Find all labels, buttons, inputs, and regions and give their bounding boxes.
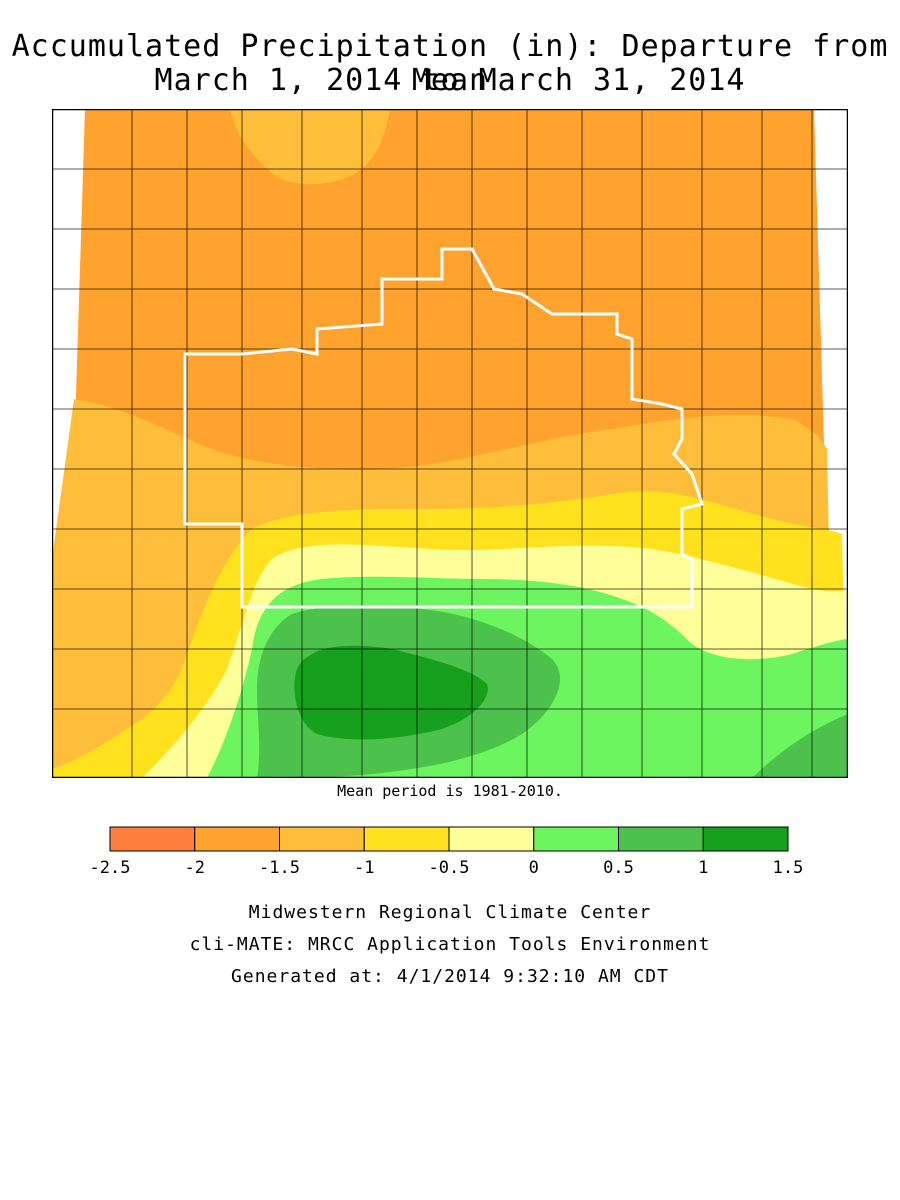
- legend-swatch: [533, 826, 619, 852]
- county-lines: [52, 109, 848, 778]
- band-0.5-to-1-southeast: [752, 714, 848, 778]
- map-title-line2: March 1, 2014 to March 31, 2014: [154, 63, 746, 98]
- legend-tick-label: -2: [185, 858, 205, 878]
- legend-swatch: [618, 826, 704, 852]
- state-outline: [183, 247, 704, 609]
- legend-tick-label: 1.5: [773, 858, 804, 878]
- legend-swatch: [279, 826, 365, 852]
- precipitation-departure-map: [52, 109, 848, 778]
- legend-tick-label: 0: [529, 858, 539, 878]
- band-1-to-1.5: [294, 645, 488, 740]
- legend-swatch: [702, 826, 789, 852]
- legend-tick-label: 0.5: [603, 858, 634, 878]
- map-frame: [52, 109, 848, 778]
- legend-tick-label: -1.5: [259, 858, 300, 878]
- legend-swatch: [194, 826, 280, 852]
- map-title-line1: Accumulated Precipitation (in): Departur…: [11, 29, 889, 98]
- mean-period-note: Mean period is 1981-2010.: [337, 782, 563, 800]
- legend-tick-label: -1: [354, 858, 374, 878]
- color-legend: -2.5 -2 -1.5 -1 -0.5 0 0.5 1 1.5: [90, 826, 804, 878]
- legend-tick-label: -2.5: [90, 858, 131, 878]
- credit-climate-tool: cli-MATE: MRCC Application Tools Environ…: [189, 934, 711, 955]
- legend-swatch: [109, 826, 196, 852]
- credit-mrcc: Midwestern Regional Climate Center: [248, 902, 652, 923]
- legend-swatch: [448, 826, 535, 852]
- legend-swatch: [363, 826, 450, 852]
- legend-tick-label: -0.5: [429, 858, 470, 878]
- legend-tick-label: 1: [698, 858, 708, 878]
- band-neg1.5-to-neg1-north: [230, 109, 390, 185]
- credit-generated-time: Generated at: 4/1/2014 9:32:10 AM CDT: [231, 966, 669, 987]
